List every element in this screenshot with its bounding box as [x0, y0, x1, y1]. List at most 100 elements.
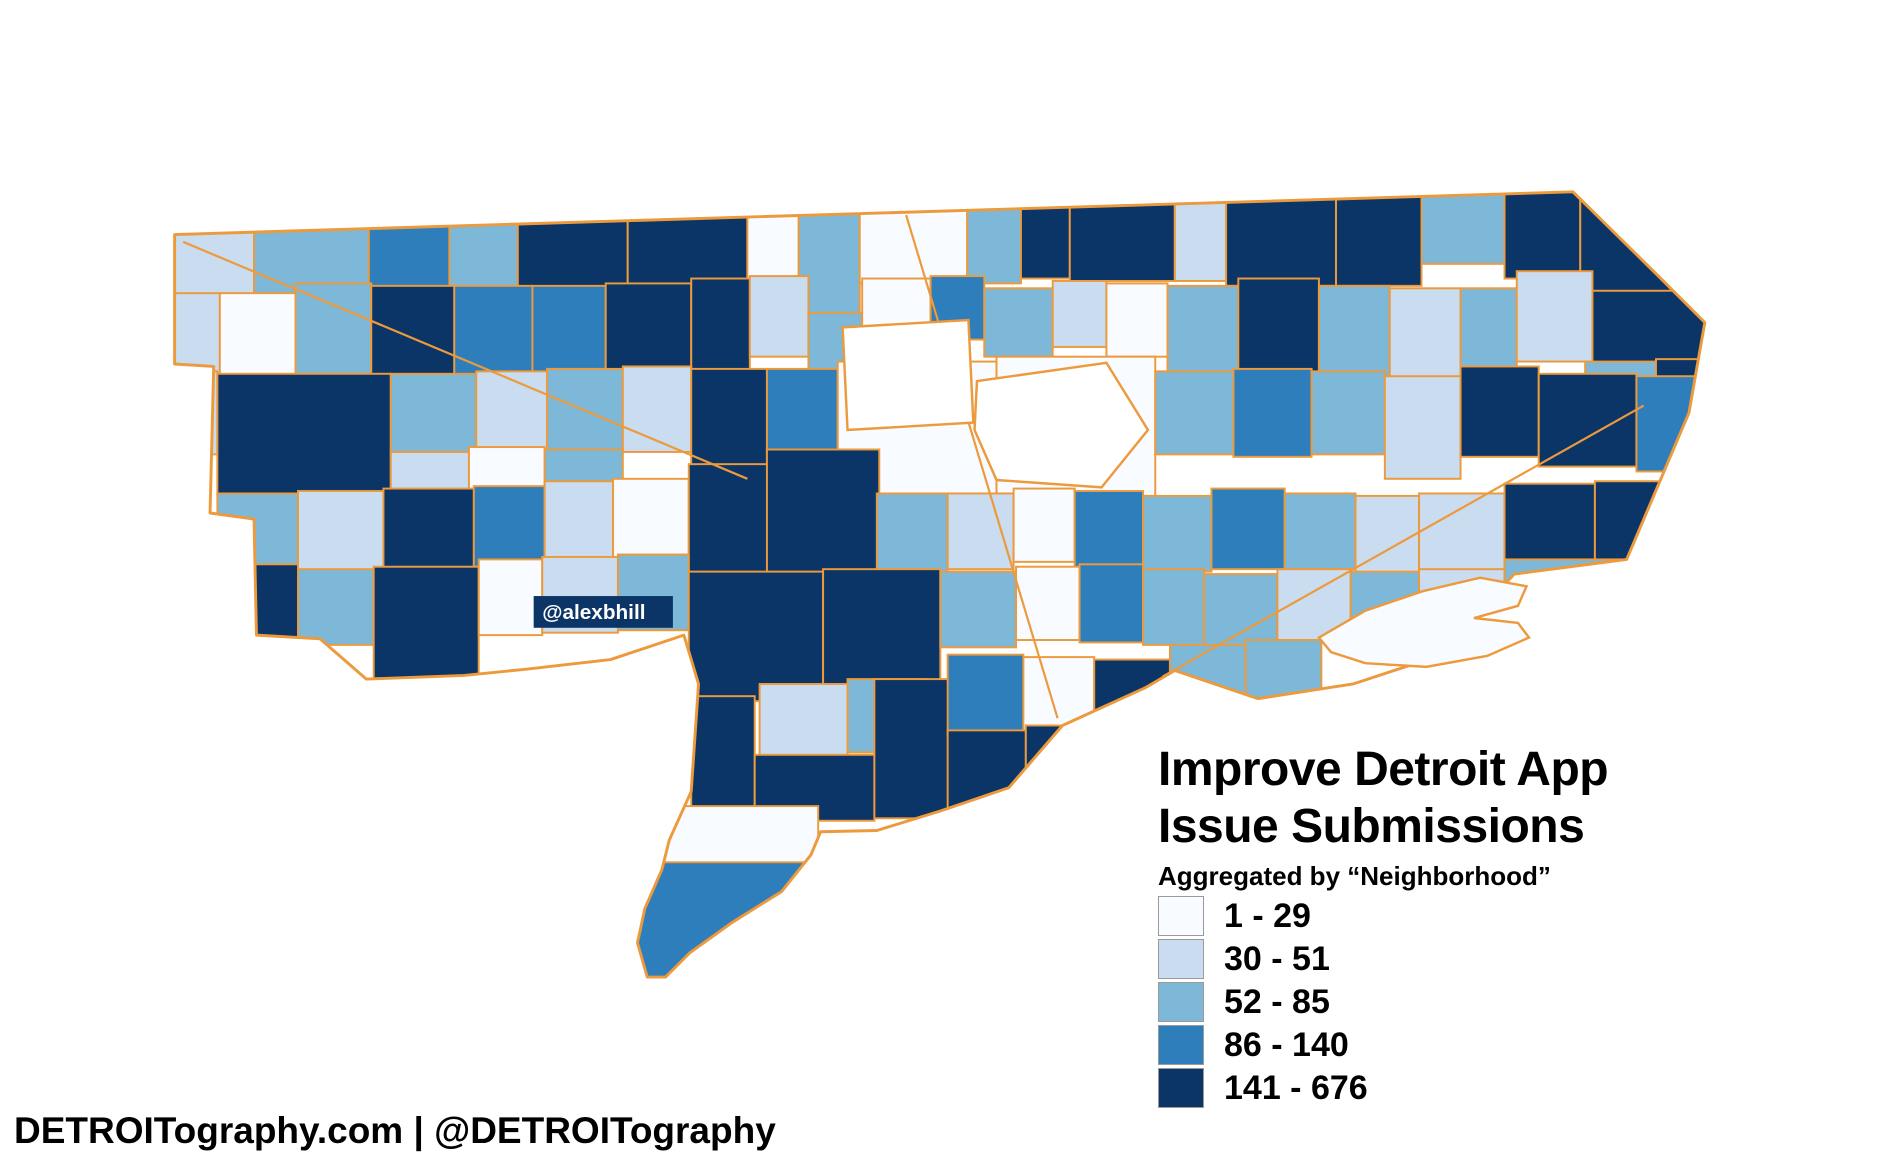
neighborhood-cell — [619, 861, 817, 978]
neighborhood-cell — [1051, 279, 1108, 348]
enclave-shapes — [841, 318, 1150, 489]
neighborhood-cell — [1383, 375, 1462, 480]
neighborhood-cell — [1317, 284, 1391, 380]
neighborhood-cell — [748, 275, 810, 358]
neighborhood-cell — [1073, 490, 1145, 571]
road-line — [905, 214, 1059, 719]
neighborhood-cell — [296, 568, 375, 646]
neighborhood-cell — [939, 570, 1018, 649]
legend-swatch — [1158, 1068, 1204, 1108]
legend-swatch — [1158, 982, 1204, 1022]
watermark: @alexbhill — [542, 601, 645, 624]
neighborhood-cell — [1105, 282, 1169, 358]
neighborhood-cell — [946, 492, 1015, 571]
neighborhood-cell — [1635, 375, 1705, 473]
enclave-highland-park — [841, 318, 975, 432]
neighborhood-cell — [690, 367, 768, 471]
road-line — [182, 240, 748, 480]
title-block: Improve Detroit App Issue Submissions Ag… — [1158, 742, 1609, 892]
neighborhood-cell — [370, 284, 456, 380]
neighborhood-cell — [1015, 565, 1081, 641]
enclave-hamtramck — [973, 361, 1150, 489]
legend-label: 141 - 676 — [1224, 1068, 1368, 1107]
road-line — [1162, 404, 1645, 678]
neighborhood-cell — [822, 568, 942, 693]
neighborhood-cell — [253, 563, 299, 641]
map-subtitle: Aggregated by “Neighborhood” — [1158, 861, 1551, 892]
neighborhood-cell — [389, 372, 478, 456]
neighborhood-cell — [1232, 367, 1313, 458]
legend-label: 30 - 51 — [1224, 939, 1330, 978]
neighborhood-cell — [1019, 201, 1071, 280]
legend-swatch — [1158, 896, 1204, 936]
watermark-background — [533, 596, 673, 628]
legend-row: 30 - 51 — [1158, 939, 1368, 979]
neighborhood-cell — [1024, 724, 1105, 808]
neighborhood-cell — [765, 367, 839, 456]
map-title-line1: Improve Detroit App — [1158, 743, 1609, 796]
neighborhood-cell — [687, 463, 771, 580]
neighborhood-cell — [1579, 191, 1705, 297]
neighborhood-cell — [875, 492, 949, 573]
neighborhood-cell — [1388, 287, 1462, 385]
legend-row: 86 - 140 — [1158, 1025, 1368, 1065]
neighborhood-cell — [174, 292, 221, 375]
neighborhood-cell — [543, 480, 615, 563]
neighborhood-cell — [1237, 277, 1320, 378]
neighborhood-cell — [1420, 191, 1506, 265]
neighborhood-cell — [1310, 370, 1386, 456]
road-lines — [182, 214, 1645, 719]
legend-label: 52 - 85 — [1224, 982, 1330, 1021]
neighborhood-cell — [604, 282, 693, 378]
neighborhood-cell — [372, 565, 480, 685]
neighborhood-cell — [1093, 658, 1171, 737]
legend-swatch — [1158, 939, 1204, 979]
neighborhood-cell — [1012, 487, 1076, 563]
legend-swatch — [1158, 1025, 1204, 1065]
neighborhood-cell — [453, 284, 534, 378]
neighborhood-cell — [746, 206, 800, 282]
neighborhood-cell — [1283, 492, 1357, 571]
neighborhood-cell — [1154, 370, 1235, 456]
neighborhood-cell — [966, 206, 1022, 285]
neighborhood-cell — [1210, 487, 1286, 571]
neighborhood-cell — [382, 487, 475, 578]
neighborhood-cell — [1459, 287, 1518, 375]
neighborhood-cell — [1591, 289, 1705, 365]
neighborhood-cell — [218, 292, 297, 378]
neighborhood-cell — [1166, 284, 1240, 380]
neighborhood-cell — [983, 287, 1054, 358]
neighborhood-cell — [1537, 372, 1638, 468]
neighborhood-cell — [1503, 482, 1596, 566]
neighborhood-cell — [1203, 573, 1279, 649]
neighborhood-cell — [1503, 191, 1582, 280]
neighborhood-cell — [475, 370, 549, 451]
neighborhood-cell — [1173, 201, 1228, 282]
neighborhood-cell — [1335, 191, 1423, 287]
belle-isle-island — [1317, 576, 1531, 669]
legend-row: 1 - 29 — [1158, 896, 1368, 936]
map-title-line2: Issue Submissions — [1158, 799, 1585, 853]
neighborhood-cell — [946, 653, 1025, 737]
legend: 1 - 29 30 - 51 52 - 85 86 - 140 141 - 676 — [1158, 896, 1368, 1111]
neighborhood-cell — [690, 695, 756, 820]
neighborhood-cell — [216, 372, 392, 497]
neighborhood-cell — [873, 678, 952, 820]
neighborhood-cell — [1515, 270, 1594, 363]
neighborhood-cell — [472, 485, 546, 568]
neighborhood-cell — [946, 729, 1027, 815]
neighborhood-cell — [1225, 194, 1337, 287]
neighborhood-cell — [621, 365, 693, 453]
neighborhood-cell — [765, 448, 881, 580]
legend-label: 86 - 140 — [1224, 1025, 1349, 1064]
neighborhood-cell — [294, 282, 373, 375]
neighborhood-cell — [1459, 365, 1540, 458]
neighborhood-cell — [1078, 563, 1145, 644]
neighborhood-cell — [296, 490, 385, 578]
neighborhood-cell — [1022, 656, 1096, 732]
neighborhood-cell — [1593, 480, 1705, 563]
neighborhood-cell — [1418, 492, 1506, 580]
legend-label: 1 - 29 — [1224, 896, 1311, 935]
